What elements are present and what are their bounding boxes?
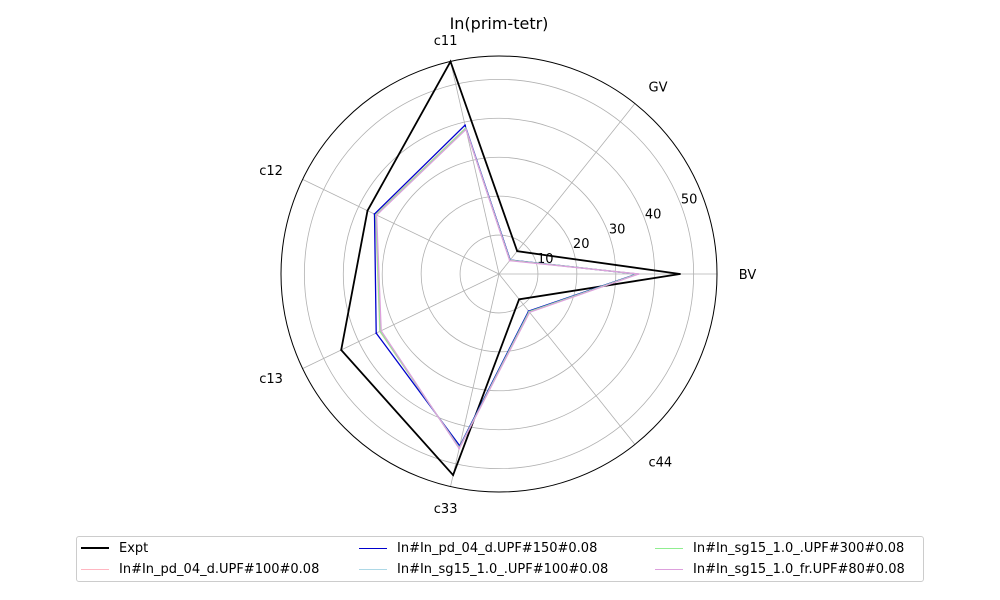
legend-item: In#In_sg15_1.0_.UPF#100#0.08 bbox=[359, 559, 608, 579]
axis-label-c44: c44 bbox=[649, 455, 673, 470]
spoke-c13 bbox=[302, 273, 500, 369]
series-5-point-2 bbox=[465, 128, 467, 131]
grid-ring-10 bbox=[459, 234, 539, 314]
legend-label: In#In_pd_04_d.UPF#150#0.08 bbox=[397, 540, 598, 556]
legend-label: In#In_sg15_1.0_.UPF#300#0.08 bbox=[693, 540, 905, 556]
series-2-point-3 bbox=[373, 213, 376, 215]
axis-label-c13: c13 bbox=[259, 372, 283, 387]
outer-frame bbox=[280, 55, 718, 493]
legend-label: In#In_sg15_1.0_.UPF#100#0.08 bbox=[397, 561, 609, 577]
legend-item: In#In_pd_04_d.UPF#150#0.08 bbox=[359, 538, 597, 558]
series-2-point-2 bbox=[464, 124, 466, 127]
legend-swatch bbox=[81, 568, 109, 570]
legend-swatch bbox=[655, 568, 683, 570]
r-tick-label-20: 20 bbox=[573, 237, 590, 252]
axis-label-c12: c12 bbox=[259, 164, 283, 179]
chart-title: In(prim-tetr) bbox=[450, 14, 549, 33]
legend-item: In#In_sg15_1.0_.UPF#300#0.08 bbox=[655, 538, 904, 558]
legend-swatch bbox=[359, 547, 387, 549]
legend-swatch bbox=[359, 568, 387, 570]
spoke-c11 bbox=[450, 61, 500, 275]
r-tick-label-50: 50 bbox=[681, 193, 698, 208]
spoke-gv bbox=[498, 103, 636, 275]
series-0-point-6 bbox=[518, 298, 521, 301]
series-5-point-0 bbox=[637, 273, 640, 275]
legend-item: Expt bbox=[81, 538, 148, 558]
series-0-point-5 bbox=[452, 474, 454, 477]
axis-label-gv: GV bbox=[649, 81, 668, 96]
grid-ring-40 bbox=[342, 117, 656, 431]
legend-swatch bbox=[81, 547, 109, 549]
r-tick-label-40: 40 bbox=[645, 207, 662, 222]
axis-label-c33: c33 bbox=[434, 502, 458, 517]
series-5-point-1 bbox=[508, 259, 511, 262]
legend-swatch bbox=[655, 547, 683, 549]
series-5-point-6 bbox=[528, 311, 531, 314]
spoke-c33 bbox=[450, 273, 500, 487]
series-0-point-1 bbox=[516, 250, 519, 253]
series-0-point-4 bbox=[340, 349, 343, 351]
grid-ring-50 bbox=[303, 78, 695, 470]
axis-label-bv: BV bbox=[739, 268, 757, 283]
series-0-point-3 bbox=[366, 209, 369, 212]
legend-label: Expt bbox=[119, 540, 149, 556]
legend-label: In#In_sg15_1.0_fr.UPF#80#0.08 bbox=[693, 561, 905, 577]
spoke-c44 bbox=[498, 273, 636, 445]
series-2-point-4 bbox=[375, 332, 378, 335]
series-5-point-5 bbox=[458, 447, 461, 450]
legend-item: In#In_sg15_1.0_fr.UPF#80#0.08 bbox=[655, 559, 905, 579]
series-0-point-2 bbox=[449, 60, 452, 63]
series-0-point-0 bbox=[679, 273, 681, 275]
spoke-c12 bbox=[302, 179, 500, 275]
series-5-point-4 bbox=[380, 329, 383, 332]
axis-label-c11: c11 bbox=[434, 34, 458, 49]
legend-label: In#In_pd_04_d.UPF#100#0.08 bbox=[119, 561, 320, 577]
series-line-0 bbox=[340, 59, 681, 477]
series-5-point-3 bbox=[375, 214, 378, 216]
r-tick-label-30: 30 bbox=[609, 222, 626, 237]
grid-ring-30 bbox=[381, 156, 617, 392]
series-line-5 bbox=[375, 128, 640, 450]
chart-legend: Expt In#In_pd_04_d.UPF#100#0.08 In#In_pd_0… bbox=[76, 536, 924, 582]
legend-item: In#In_pd_04_d.UPF#100#0.08 bbox=[81, 559, 319, 579]
